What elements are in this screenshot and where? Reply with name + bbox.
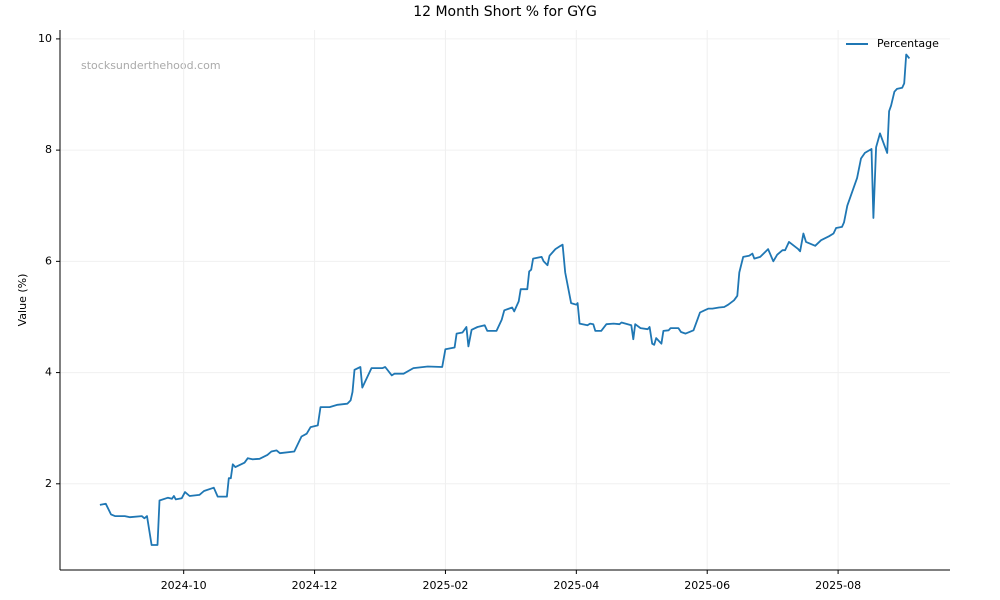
watermark: stocksunderthehood.com: [81, 59, 221, 72]
y-tick-label: 2: [45, 477, 52, 490]
x-tick-label: 2025-08: [815, 579, 861, 592]
y-tick-label: 10: [38, 32, 52, 45]
x-tick-label: 2025-04: [553, 579, 599, 592]
legend-label: Percentage: [877, 37, 939, 50]
x-tick-label: 2025-06: [684, 579, 730, 592]
x-tick-label: 2025-02: [422, 579, 468, 592]
y-tick-label: 6: [45, 254, 52, 267]
chart-title: 12 Month Short % for GYG: [413, 4, 597, 20]
y-tick-label: 8: [45, 143, 52, 156]
data-line: [99, 53, 911, 546]
y-tick-label: 4: [45, 366, 52, 379]
x-tick-label: 2024-10: [161, 579, 207, 592]
x-tick-label: 2024-12: [292, 579, 338, 592]
y-axis-label: Value (%): [16, 274, 29, 327]
